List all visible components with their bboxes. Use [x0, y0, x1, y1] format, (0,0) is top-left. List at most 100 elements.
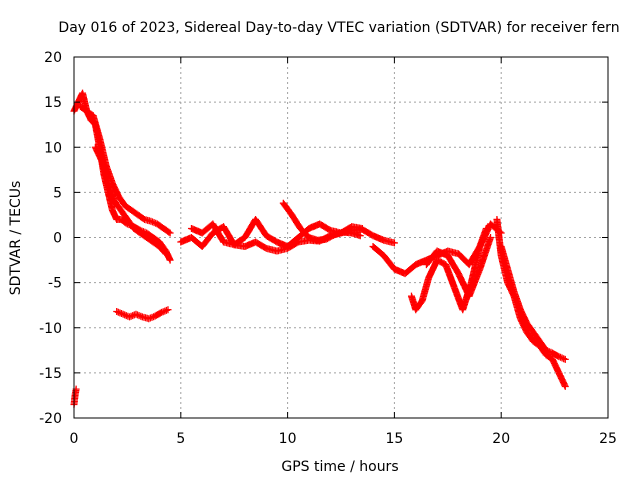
series-segment-start	[70, 385, 80, 408]
trace-markers	[435, 257, 448, 268]
x-tick-label: 0	[70, 431, 79, 447]
trace-markers	[442, 262, 458, 290]
trace-markers	[315, 236, 329, 244]
trace-markers	[423, 248, 440, 267]
trace-markers	[349, 229, 363, 239]
trace-markers	[370, 244, 386, 258]
data-point	[113, 308, 121, 316]
chart-title: Day 016 of 2023, Sidereal Day-to-day VTE…	[58, 20, 619, 36]
trace-markers	[544, 347, 555, 356]
trace-markers	[105, 190, 116, 213]
y-axis-label: SDTVAR / TECUs	[8, 181, 24, 296]
trace-markers	[317, 221, 333, 233]
trace-markers	[123, 203, 134, 213]
trace-markers	[112, 199, 124, 213]
x-tick-label: 20	[492, 431, 510, 447]
series-track-j	[493, 215, 569, 390]
trace-markers	[543, 352, 555, 362]
trace-markers	[150, 234, 162, 245]
y-tick-label: 20	[44, 50, 62, 66]
trace-markers	[517, 316, 530, 335]
trace-markers	[531, 338, 542, 349]
trace-markers	[118, 208, 130, 222]
trace-markers	[90, 113, 103, 141]
x-tick-label: 10	[279, 431, 297, 447]
trace-markers	[71, 99, 82, 114]
trace-markers	[445, 247, 461, 257]
gridlines	[74, 57, 608, 418]
trace-markers	[381, 237, 397, 246]
trace-markers	[78, 104, 89, 114]
trace-markers	[140, 313, 151, 322]
trace-markers	[149, 218, 160, 227]
trace-markers	[537, 339, 549, 353]
trace-markers	[150, 239, 162, 250]
trace-markers	[109, 208, 120, 222]
data-points	[70, 89, 569, 408]
trace-markers	[498, 244, 511, 272]
trace-markers	[129, 207, 141, 218]
y-tick-label: 10	[44, 140, 62, 156]
trace-markers	[425, 257, 440, 281]
trace-markers	[298, 226, 312, 240]
trace-markers	[476, 226, 490, 249]
y-axis-ticks: 20 15 10 5 0 -5 -10 -15 -20	[39, 50, 608, 427]
trace-markers	[146, 313, 158, 322]
trace-markers	[199, 230, 216, 249]
trace-markers	[142, 216, 153, 225]
trace-markers	[159, 306, 170, 316]
trace-markers	[144, 234, 156, 245]
series-track-i	[422, 234, 495, 300]
trace-markers	[289, 212, 304, 231]
series-track-e	[187, 215, 366, 251]
trace-markers	[349, 223, 365, 232]
trace-markers	[413, 298, 425, 312]
y-tick-label: -20	[39, 411, 62, 427]
trace-markers	[134, 311, 145, 320]
trace-markers	[109, 181, 122, 199]
trace-markers	[114, 308, 125, 317]
trace-markers	[155, 221, 166, 232]
trace-markers	[445, 253, 462, 276]
y-tick-label: -15	[39, 366, 62, 382]
y-tick-label: -10	[39, 321, 62, 337]
trace-markers	[402, 262, 419, 277]
data-point	[126, 313, 134, 321]
series-segment-low	[113, 306, 172, 323]
trace-markers	[511, 289, 524, 312]
trace-markers	[381, 253, 397, 272]
trace-markers	[264, 233, 280, 245]
trace-markers	[84, 108, 96, 119]
trace-markers	[360, 226, 376, 239]
trace-markers	[517, 307, 530, 326]
trace-markers	[549, 357, 562, 375]
data-point	[164, 306, 172, 314]
trace-markers	[105, 181, 118, 204]
series-track-k	[497, 243, 569, 363]
series-track-f	[279, 199, 364, 244]
trace-markers	[556, 370, 569, 389]
trace-markers	[114, 215, 124, 223]
trace-markers	[144, 230, 156, 241]
y-tick-label: -5	[48, 276, 62, 292]
trace-markers	[504, 267, 518, 294]
data-point	[119, 310, 127, 318]
trace-markers	[413, 257, 429, 268]
trace-markers	[157, 244, 169, 256]
trace-markers	[152, 309, 164, 319]
trace-markers	[135, 212, 147, 222]
trace-markers	[116, 194, 128, 209]
trace-markers	[557, 353, 568, 363]
series-track-c	[91, 143, 170, 258]
y-tick-label: 15	[44, 95, 62, 111]
y-tick-label: 0	[53, 231, 62, 247]
data-point	[132, 310, 140, 318]
trace-markers	[118, 216, 130, 227]
trace-markers	[121, 311, 132, 320]
trace-markers	[210, 221, 227, 245]
x-tick-label: 25	[599, 431, 617, 447]
trace-markers	[253, 239, 269, 251]
trace-markers	[476, 235, 494, 272]
y-tick-label: 5	[53, 185, 62, 201]
